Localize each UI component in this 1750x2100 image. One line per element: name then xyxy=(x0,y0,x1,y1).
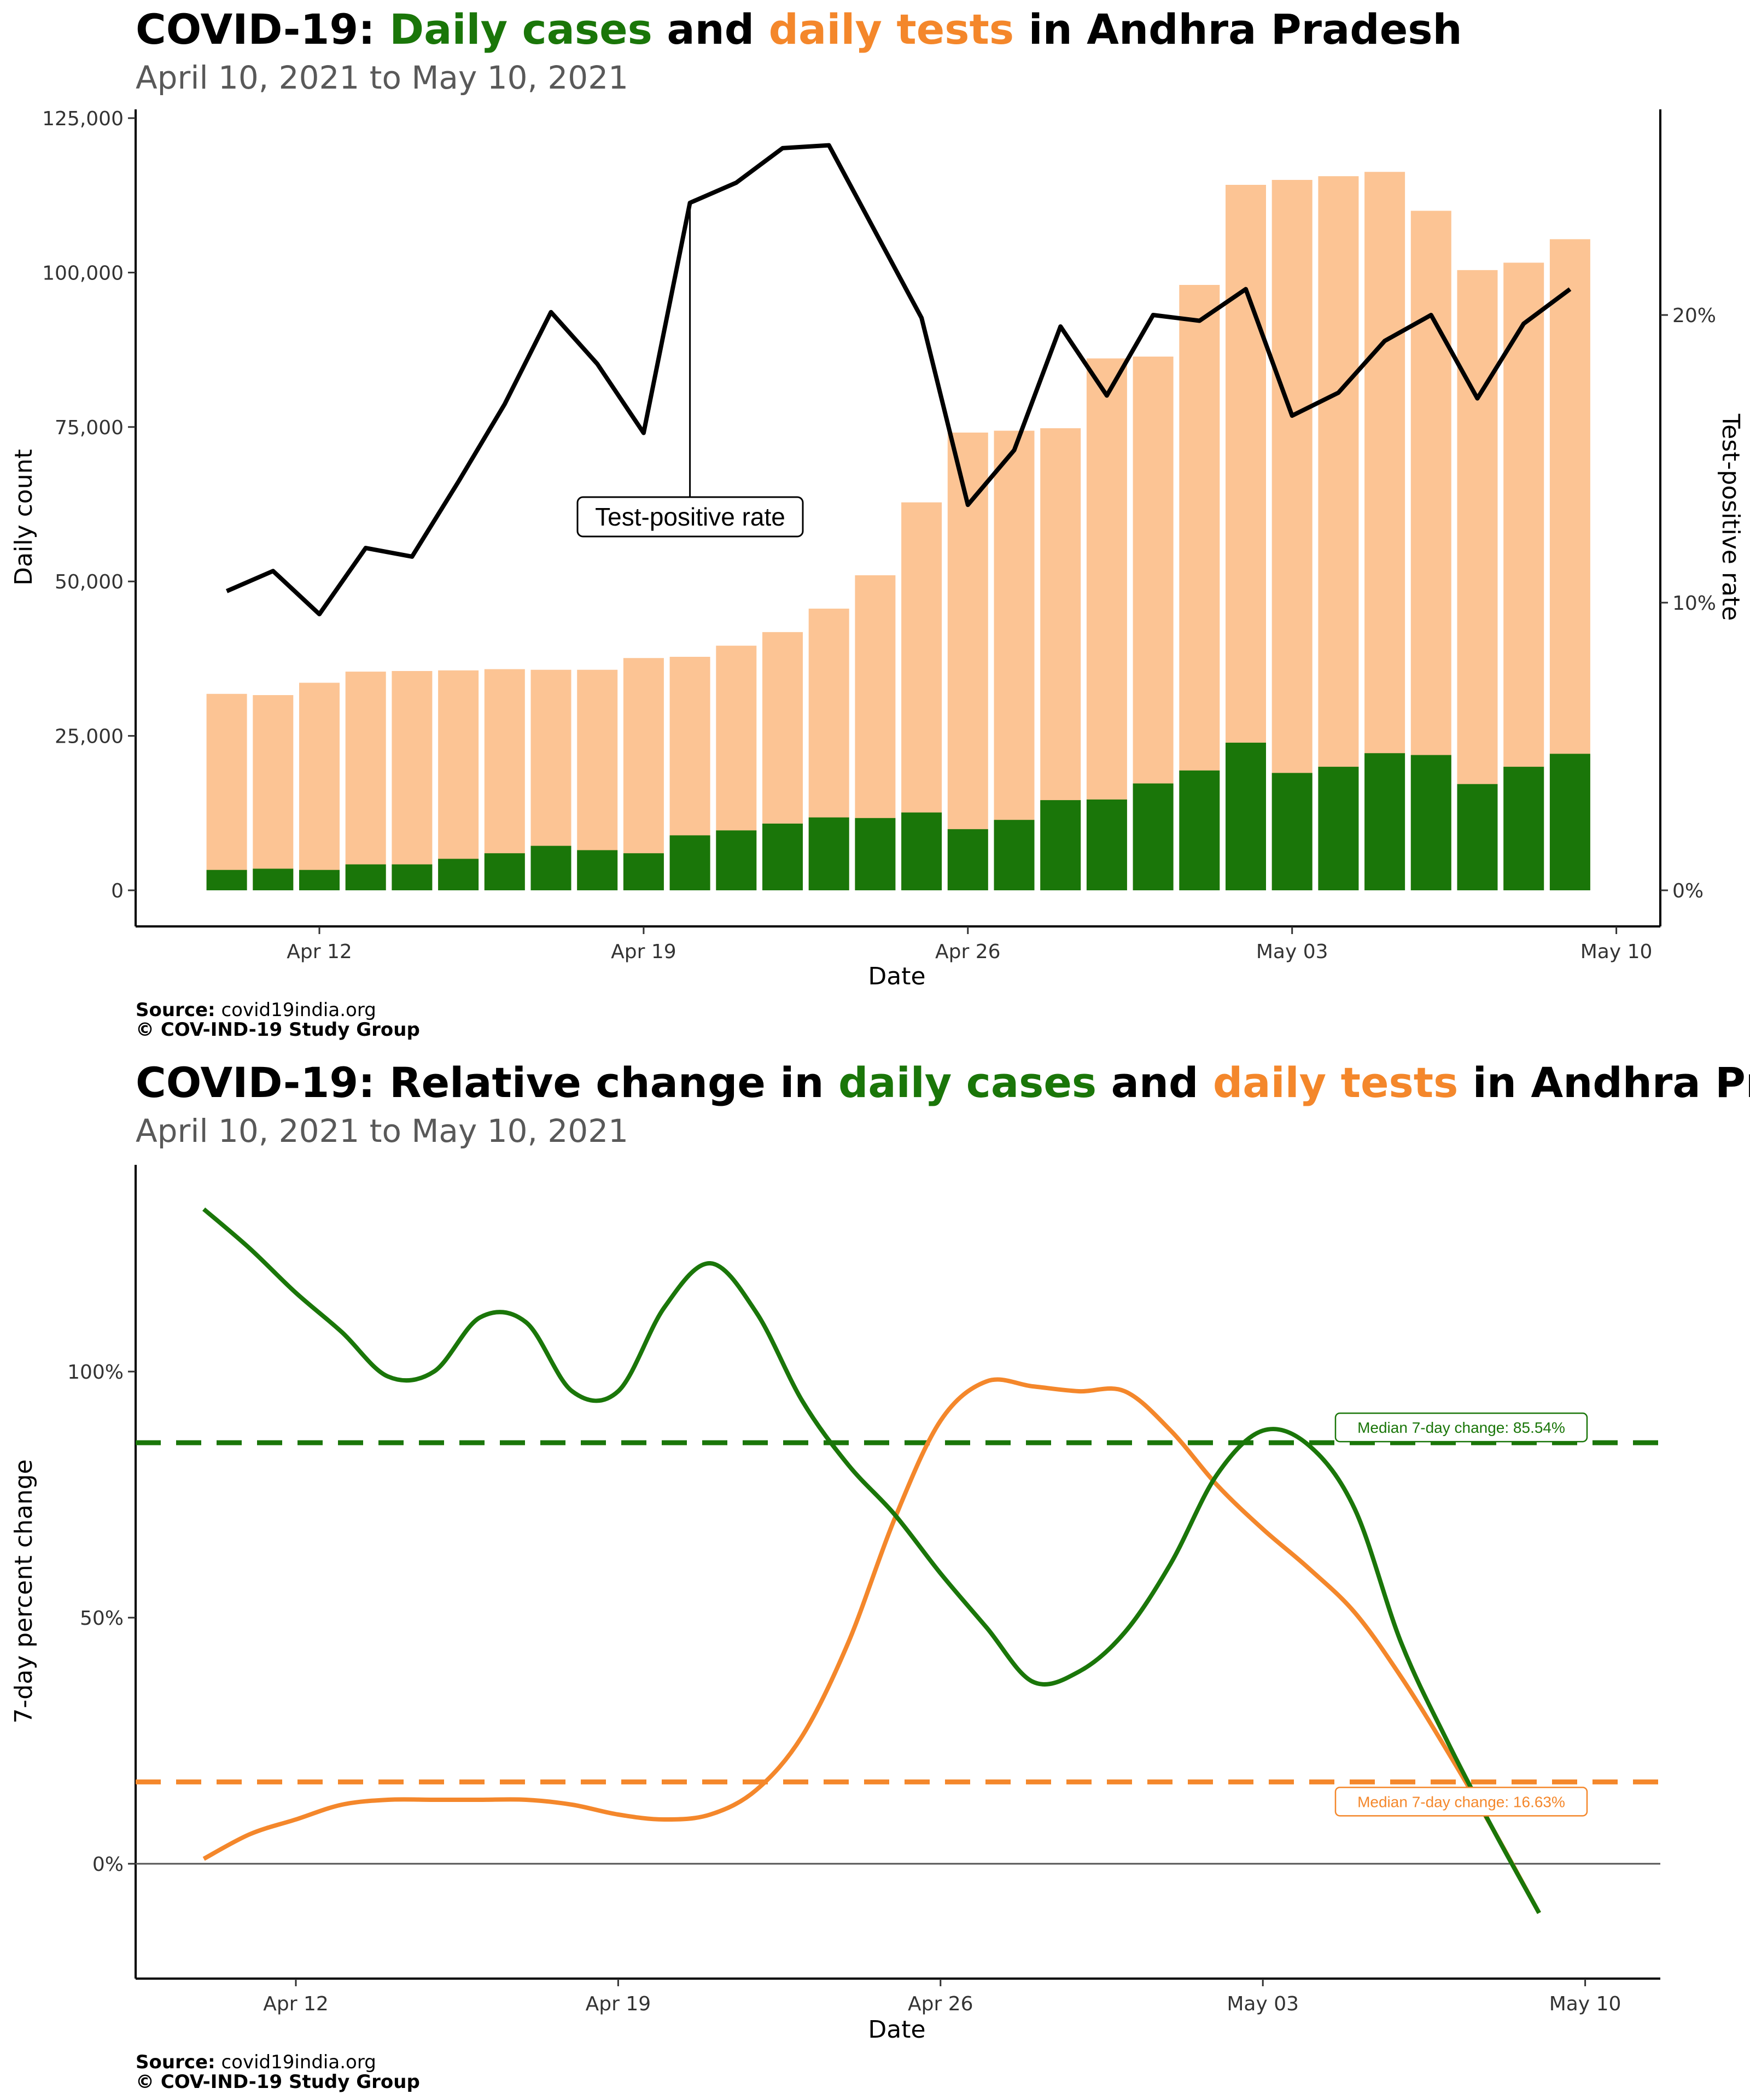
cases-bar-8 xyxy=(577,850,618,890)
cases-bar-27 xyxy=(1457,784,1498,890)
tests-bar-17 xyxy=(994,430,1035,890)
tests-bar-4 xyxy=(392,670,433,890)
cases-bar-19 xyxy=(1086,799,1127,890)
chart2-median-cases-label: Median 7-day change: 85.54% xyxy=(1357,1419,1565,1436)
chart1-ylabel: Daily count xyxy=(10,449,38,585)
chart2-cases-line xyxy=(202,1207,1541,1914)
tests-bar-1 xyxy=(253,695,294,890)
cases-bar-2 xyxy=(299,870,340,890)
chart2-xtick-label-3: May 03 xyxy=(1227,1993,1299,2015)
chart1-y2tick-label-2: 20% xyxy=(1672,305,1716,327)
cases-bar-6 xyxy=(484,853,525,890)
chart1-tpr-line xyxy=(226,143,1572,617)
chart1-ytick-label-1: 25,000 xyxy=(55,726,124,748)
cases-bar-21 xyxy=(1179,770,1220,890)
cases-bar-15 xyxy=(901,812,942,890)
chart2-xtick-label-4: May 10 xyxy=(1549,1993,1621,2015)
chart2-ylabel: 7-day percent change xyxy=(10,1459,38,1723)
chart2-tests-line xyxy=(202,1377,1541,1914)
cases-bar-25 xyxy=(1364,753,1405,890)
chart2-median-tests-label: Median 7-day change: 16.63% xyxy=(1357,1793,1565,1810)
cases-bar-14 xyxy=(855,818,896,890)
chart1-annotation-box xyxy=(576,496,804,538)
cases-bar-23 xyxy=(1271,773,1312,890)
chart1-ytick-label-2: 50,000 xyxy=(55,571,124,593)
chart2-median-cases-label-box xyxy=(1334,1412,1588,1443)
cases-bar-26 xyxy=(1410,755,1451,890)
cases-bar-20 xyxy=(1133,783,1174,890)
chart1-xtick-label-2: Apr 26 xyxy=(935,941,1001,963)
chart1-y2tick-label-1: 10% xyxy=(1672,592,1716,615)
cases-bar-1 xyxy=(253,868,294,890)
chart1-ytick-label-3: 75,000 xyxy=(55,417,124,439)
cases-bar-11 xyxy=(716,830,757,890)
cases-bar-12 xyxy=(762,824,803,890)
tests-bar-16 xyxy=(947,432,988,890)
chart1-axes: 0 25,000 50,000 75,000 100,000 125,000 0% 10% 20… xyxy=(42,108,1716,963)
chart1-source: Source: covid19india.org xyxy=(136,999,376,1021)
chart1-ytick-label-5: 125,000 xyxy=(42,108,124,130)
chart1-y2label: Test-positive rate xyxy=(1717,413,1745,621)
cases-bar-29 xyxy=(1549,754,1590,890)
chart2-title: COVID-19: Relative change in daily cases… xyxy=(136,1058,1750,1107)
chart2-xtick-label-1: Apr 19 xyxy=(586,1993,651,2015)
chart2-ytick-label-0: 0% xyxy=(92,1853,124,1876)
cases-bar-17 xyxy=(994,820,1035,890)
chart1-ytick-label-0: 0 xyxy=(111,880,124,902)
chart1-ytick-label-4: 100,000 xyxy=(42,262,124,284)
cases-bar-4 xyxy=(392,864,433,890)
chart2-xtick-label-2: Apr 26 xyxy=(908,1993,973,2015)
chart1-title: COVID-19: Daily cases and daily tests in… xyxy=(136,5,1462,54)
chart1-xtick-label-1: Apr 19 xyxy=(611,941,676,963)
chart1-xlabel: Date xyxy=(868,962,925,990)
cases-bar-18 xyxy=(1040,800,1081,890)
chart1-cases-bars xyxy=(206,743,1590,890)
chart2-ytick-label-2: 100% xyxy=(67,1361,124,1384)
chart2-copyright: © COV-IND-19 Study Group xyxy=(136,2071,420,2093)
chart2-source: Source: covid19india.org xyxy=(136,2051,376,2073)
chart1-annotation-label: Test-positive rate xyxy=(595,503,785,531)
cases-bar-7 xyxy=(530,845,571,890)
cases-bar-0 xyxy=(206,870,247,890)
cases-bar-13 xyxy=(808,817,849,890)
tests-bar-9 xyxy=(623,658,664,890)
cases-bar-3 xyxy=(345,864,386,890)
chart2-subtitle: April 10, 2021 to May 10, 2021 xyxy=(136,1112,628,1150)
chart1-xtick-label-3: May 03 xyxy=(1256,941,1328,963)
chart1-xtick-label-4: May 10 xyxy=(1580,941,1653,963)
cases-bar-16 xyxy=(947,829,988,890)
tests-bar-5 xyxy=(438,670,479,890)
tests-bar-23 xyxy=(1271,179,1312,891)
cases-bar-22 xyxy=(1226,743,1266,890)
tests-bar-3 xyxy=(345,672,386,890)
chart1-y2tick-label-0: 0% xyxy=(1672,880,1704,902)
cases-bar-10 xyxy=(669,835,710,890)
chart2-xlabel: Date xyxy=(868,2016,925,2044)
cases-bar-28 xyxy=(1503,767,1544,890)
chart2-axes: 0% 50% 100% Apr 12 Apr 19 Apr 26 May 03 May 10 xyxy=(67,1165,1660,2015)
chart2-xtick-label-0: Apr 12 xyxy=(263,1993,329,2015)
chart1-copyright: © COV-IND-19 Study Group xyxy=(136,1019,420,1041)
chart1-xtick-label-0: Apr 12 xyxy=(287,941,352,963)
cases-bar-5 xyxy=(438,859,479,890)
cases-bar-24 xyxy=(1318,767,1359,890)
chart1-subtitle: April 10, 2021 to May 10, 2021 xyxy=(136,59,628,96)
chart2-median-tests-label-box xyxy=(1334,1787,1588,1817)
cases-bar-9 xyxy=(623,853,664,890)
tests-bar-2 xyxy=(299,682,340,890)
tests-bar-0 xyxy=(206,693,247,890)
chart2-ytick-label-1: 50% xyxy=(80,1607,124,1630)
